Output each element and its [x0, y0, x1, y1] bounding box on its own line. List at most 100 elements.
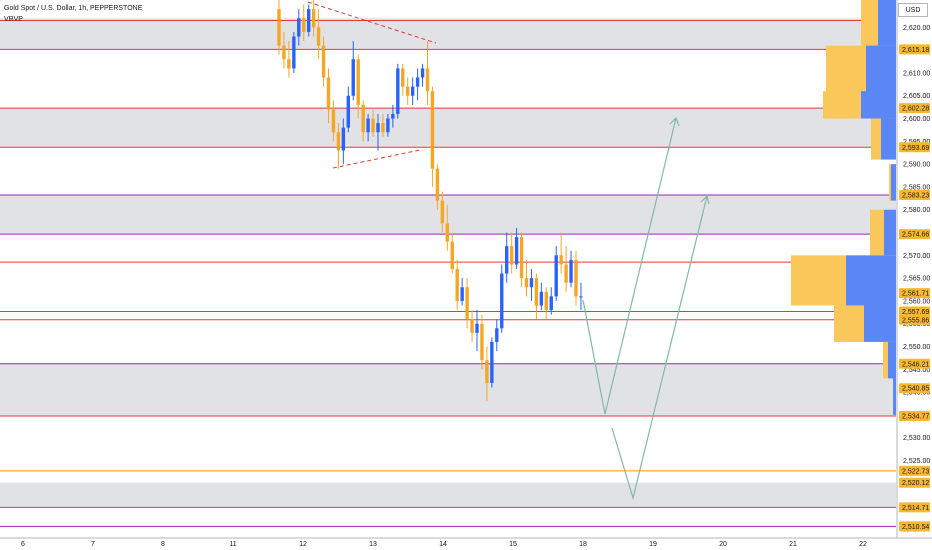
y-tick-label-4: 2,600.00 — [903, 116, 930, 123]
price-tag-label-5: 2,561.71 — [902, 291, 929, 298]
candle-body-35 — [450, 241, 454, 269]
candle-body-7 — [311, 9, 316, 28]
y-tick-label-0: 2,620.00 — [903, 25, 930, 32]
vp-up-bar-7 — [864, 305, 896, 342]
price-tag-2 — [899, 142, 930, 153]
y-tick-label-3: 2,605.00 — [903, 93, 930, 100]
price-tag-label-9: 2,540.85 — [902, 386, 929, 393]
candle-body-36 — [455, 269, 459, 301]
vp-up-bar-9 — [893, 378, 896, 415]
vp-up-bar-5 — [884, 209, 896, 256]
vp-down-bar-3 — [871, 118, 881, 160]
price-tag-14 — [899, 521, 930, 532]
vp-up-bar-2 — [861, 91, 896, 119]
candle-body-15 — [351, 59, 355, 96]
y-tick-label-7: 2,585.00 — [903, 184, 930, 191]
zone-1 — [0, 108, 896, 148]
price-tag-6 — [899, 306, 930, 317]
candle-body-46 — [505, 246, 509, 274]
y-tick-label-2: 2,610.00 — [903, 70, 930, 77]
arrow-head-2 — [700, 194, 710, 205]
price-tag-label-0: 2,615.18 — [902, 47, 929, 54]
candle-body-12 — [336, 132, 341, 151]
candle-body-18 — [366, 118, 370, 133]
candle-body-33 — [440, 200, 445, 224]
zone-4 — [0, 482, 896, 508]
candle-body-61 — [579, 296, 583, 298]
candle-body-55 — [549, 296, 553, 311]
vp-up-bar-6 — [846, 255, 896, 306]
candle-body-39 — [470, 319, 474, 333]
x-tick-label-7: 15 — [509, 541, 517, 548]
price-tag-label-8: 2,546.21 — [902, 361, 929, 368]
vp-down-bar-8 — [883, 341, 888, 379]
x-tick-label-11: 21 — [789, 541, 797, 548]
price-tag-8 — [899, 358, 930, 369]
y-tick-label-10: 2,570.00 — [903, 253, 930, 260]
candle-body-43 — [490, 341, 494, 383]
candle-body-11 — [331, 109, 336, 133]
candle-body-14 — [346, 95, 350, 128]
candle-body-3 — [292, 36, 296, 69]
candle-body-57 — [559, 255, 563, 265]
arrow-head-1 — [669, 116, 680, 127]
candle-body-53 — [539, 291, 544, 306]
price-tag-label-2: 2,593.69 — [902, 145, 929, 152]
price-tag-label-12: 2,520.12 — [902, 480, 929, 487]
price-tag-7 — [899, 314, 930, 325]
y-tick-label-12: 2,560.00 — [903, 298, 930, 305]
vp-down-bar-2 — [823, 91, 861, 119]
candle-body-40 — [475, 323, 479, 333]
candle-body-20 — [376, 123, 380, 133]
candle-body-42 — [485, 360, 489, 383]
x-tick-label-0: 6 — [21, 541, 25, 548]
candle-body-1 — [282, 45, 286, 60]
symbol-title: Gold Spot / U.S. Dollar, 1h, PEPPERSTONE — [4, 5, 143, 12]
candle-body-30 — [425, 68, 430, 92]
price-tag-4 — [899, 229, 930, 240]
candle-body-51 — [529, 278, 534, 288]
candle-body-25 — [401, 68, 405, 87]
x-tick-label-9: 19 — [649, 541, 657, 548]
price-tag-13 — [899, 502, 930, 513]
x-tick-label-3: 11 — [229, 541, 236, 548]
candle-body-8 — [316, 27, 321, 46]
y-tick-label-8: 2,580.00 — [903, 207, 930, 214]
vp-up-bar-4 — [891, 164, 896, 201]
candle-body-19 — [371, 118, 375, 133]
candle-body-4 — [297, 18, 301, 37]
candle-body-17 — [361, 104, 365, 133]
price-tag-10 — [899, 410, 930, 421]
vp-up-bar-0 — [878, 0, 896, 46]
vp-up-bar-3 — [881, 118, 896, 160]
indicator-label[interactable]: VRVP — [4, 16, 23, 23]
candle-body-47 — [509, 246, 514, 265]
candle-body-56 — [554, 255, 558, 297]
candle-body-29 — [420, 68, 425, 78]
price-tag-label-10: 2,534.77 — [902, 413, 929, 420]
price-tag-label-4: 2,574.66 — [902, 232, 929, 239]
candle-body-44 — [495, 328, 499, 342]
price-tag-3 — [899, 190, 930, 201]
price-tag-label-11: 2,522.73 — [902, 468, 929, 475]
candle-body-2 — [287, 59, 291, 69]
candle-body-38 — [465, 287, 469, 320]
y-tick-label-14: 2,550.00 — [903, 344, 930, 351]
candle-body-31 — [430, 91, 435, 169]
currency-button[interactable]: USD — [898, 3, 928, 17]
candle-body-28 — [415, 77, 420, 87]
vp-up-bar-1 — [866, 45, 896, 96]
candle-body-10 — [326, 77, 331, 110]
x-tick-label-1: 7 — [91, 541, 95, 548]
vp-down-bar-5 — [870, 209, 884, 256]
y-tick-label-6: 2,590.00 — [903, 162, 930, 169]
candle-body-52 — [534, 278, 539, 306]
price-tag-label-13: 2,514.71 — [902, 505, 929, 512]
price-tag-label-14: 2,510.54 — [902, 524, 929, 531]
x-tick-label-6: 14 — [439, 541, 447, 548]
vp-down-bar-1 — [826, 45, 866, 96]
x-tick-label-10: 20 — [719, 541, 727, 548]
vp-up-bar-8 — [888, 341, 896, 379]
